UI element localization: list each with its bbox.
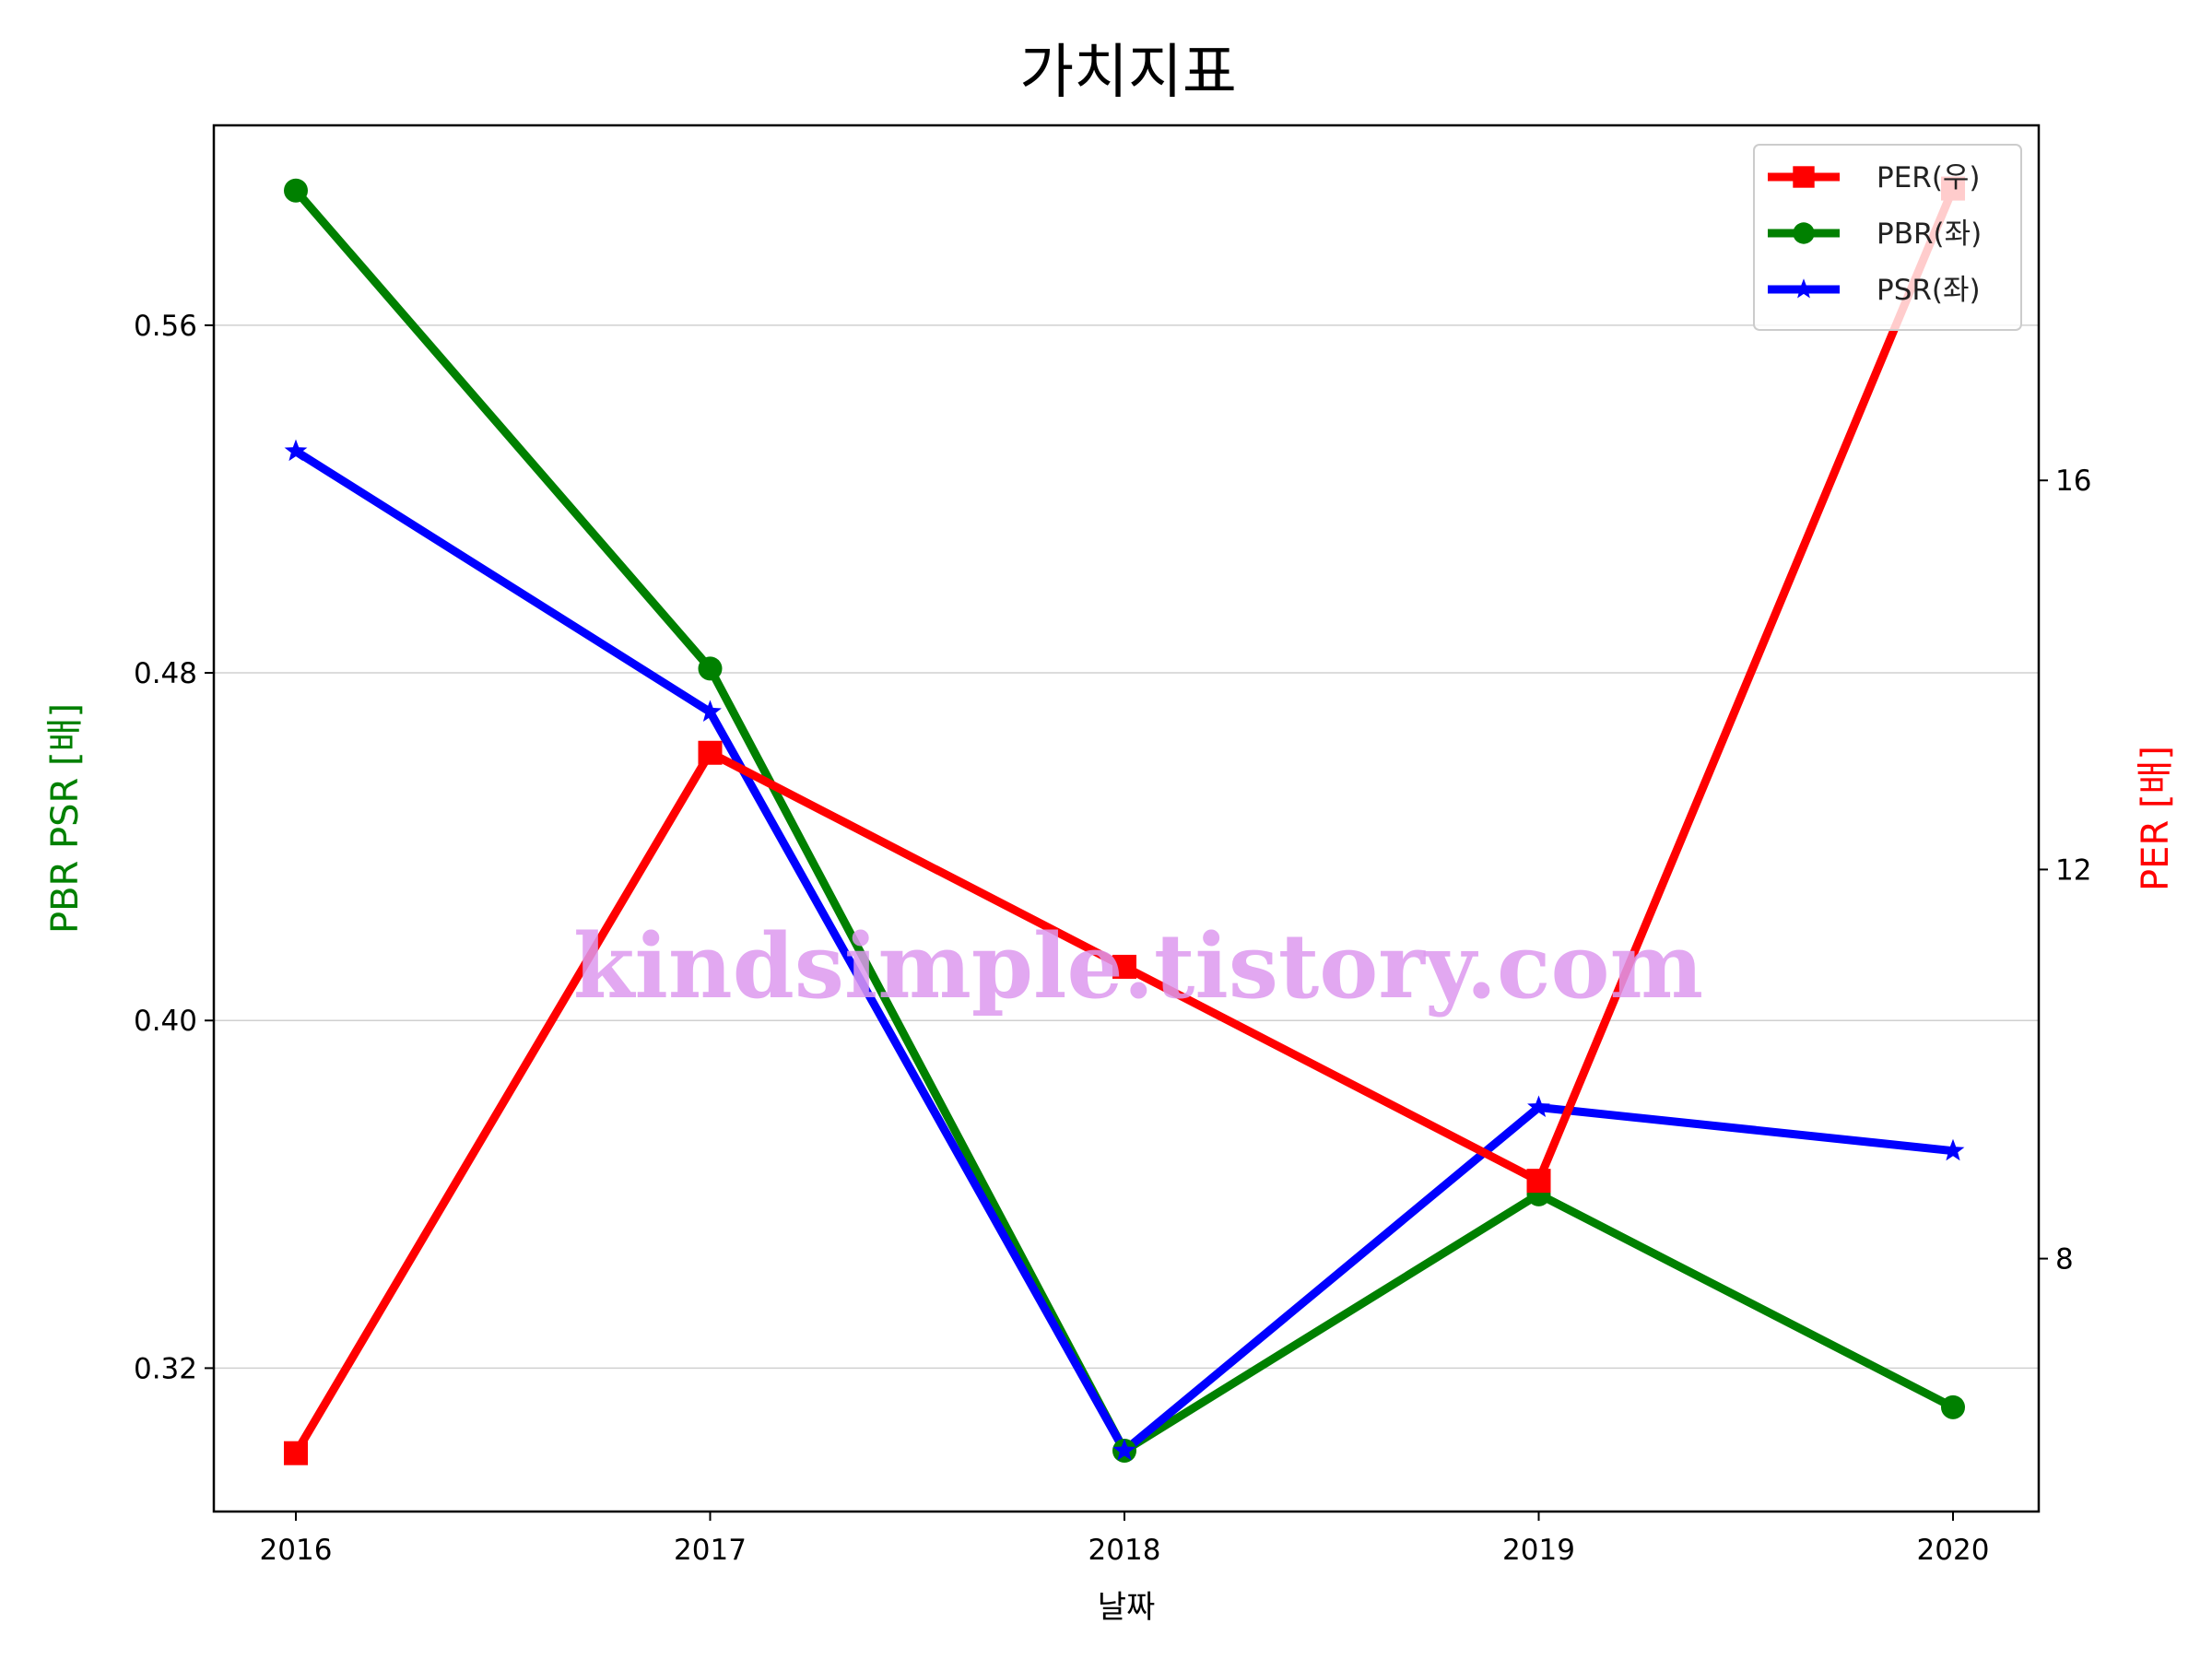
legend: PER(우) PBR(좌) PSR(좌) <box>1753 144 2022 331</box>
left-axis-ticks: 0.32 0.40 0.48 0.56 <box>134 310 214 1385</box>
data-point-circle <box>284 178 308 203</box>
left-tick-label: 0.56 <box>134 310 197 343</box>
x-tick-label: 2018 <box>1088 1534 1161 1567</box>
data-point-circle <box>698 656 723 681</box>
chart-title: 가치지표 <box>1019 39 1237 107</box>
watermark: kindsimple.tistory.com <box>573 914 1703 1018</box>
x-axis-ticks: 2016 2017 2018 2019 2020 <box>260 1512 1990 1567</box>
right-axis-label: PER [배] <box>2135 746 2177 891</box>
grid-lines <box>214 324 2039 1370</box>
legend-marker <box>1793 222 1815 244</box>
x-axis-label: 날짜 <box>1098 1589 1156 1626</box>
right-axis-ticks: 8 12 16 <box>2039 465 2091 1277</box>
right-tick-label: 16 <box>2055 465 2091 498</box>
data-point-square <box>698 740 723 765</box>
left-tick-label: 0.40 <box>134 1005 197 1038</box>
data-point-star <box>1527 1095 1550 1117</box>
x-tick-label: 2016 <box>260 1534 333 1567</box>
legend-label: PER(우) <box>1877 161 1981 194</box>
data-point-square <box>1112 954 1136 979</box>
legend-marker <box>1793 278 1815 299</box>
data-point-star <box>1941 1138 1965 1161</box>
plot-frame <box>212 124 2041 1513</box>
data-point-star <box>699 700 722 722</box>
x-tick-label: 2020 <box>1917 1534 1990 1567</box>
series-markers <box>284 176 1965 1465</box>
legend-label: PBR(좌) <box>1877 218 1982 251</box>
left-tick-label: 0.32 <box>134 1352 197 1385</box>
left-tick-label: 0.48 <box>134 657 197 690</box>
legend-box <box>1753 144 2022 331</box>
x-tick-label: 2017 <box>674 1534 747 1567</box>
legend-marker <box>1793 166 1815 188</box>
data-point-circle <box>1941 1394 1965 1419</box>
data-point-star <box>1112 1439 1136 1461</box>
right-tick-label: 8 <box>2055 1243 2074 1277</box>
legend-label: PSR(좌) <box>1877 274 1981 307</box>
data-point-square <box>284 1441 308 1465</box>
data-point-square <box>1526 1169 1551 1194</box>
data-point-star <box>284 439 308 462</box>
left-axis-label: PBR PSR [배] <box>44 703 87 934</box>
right-tick-label: 12 <box>2055 853 2091 887</box>
x-tick-label: 2019 <box>1502 1534 1575 1567</box>
